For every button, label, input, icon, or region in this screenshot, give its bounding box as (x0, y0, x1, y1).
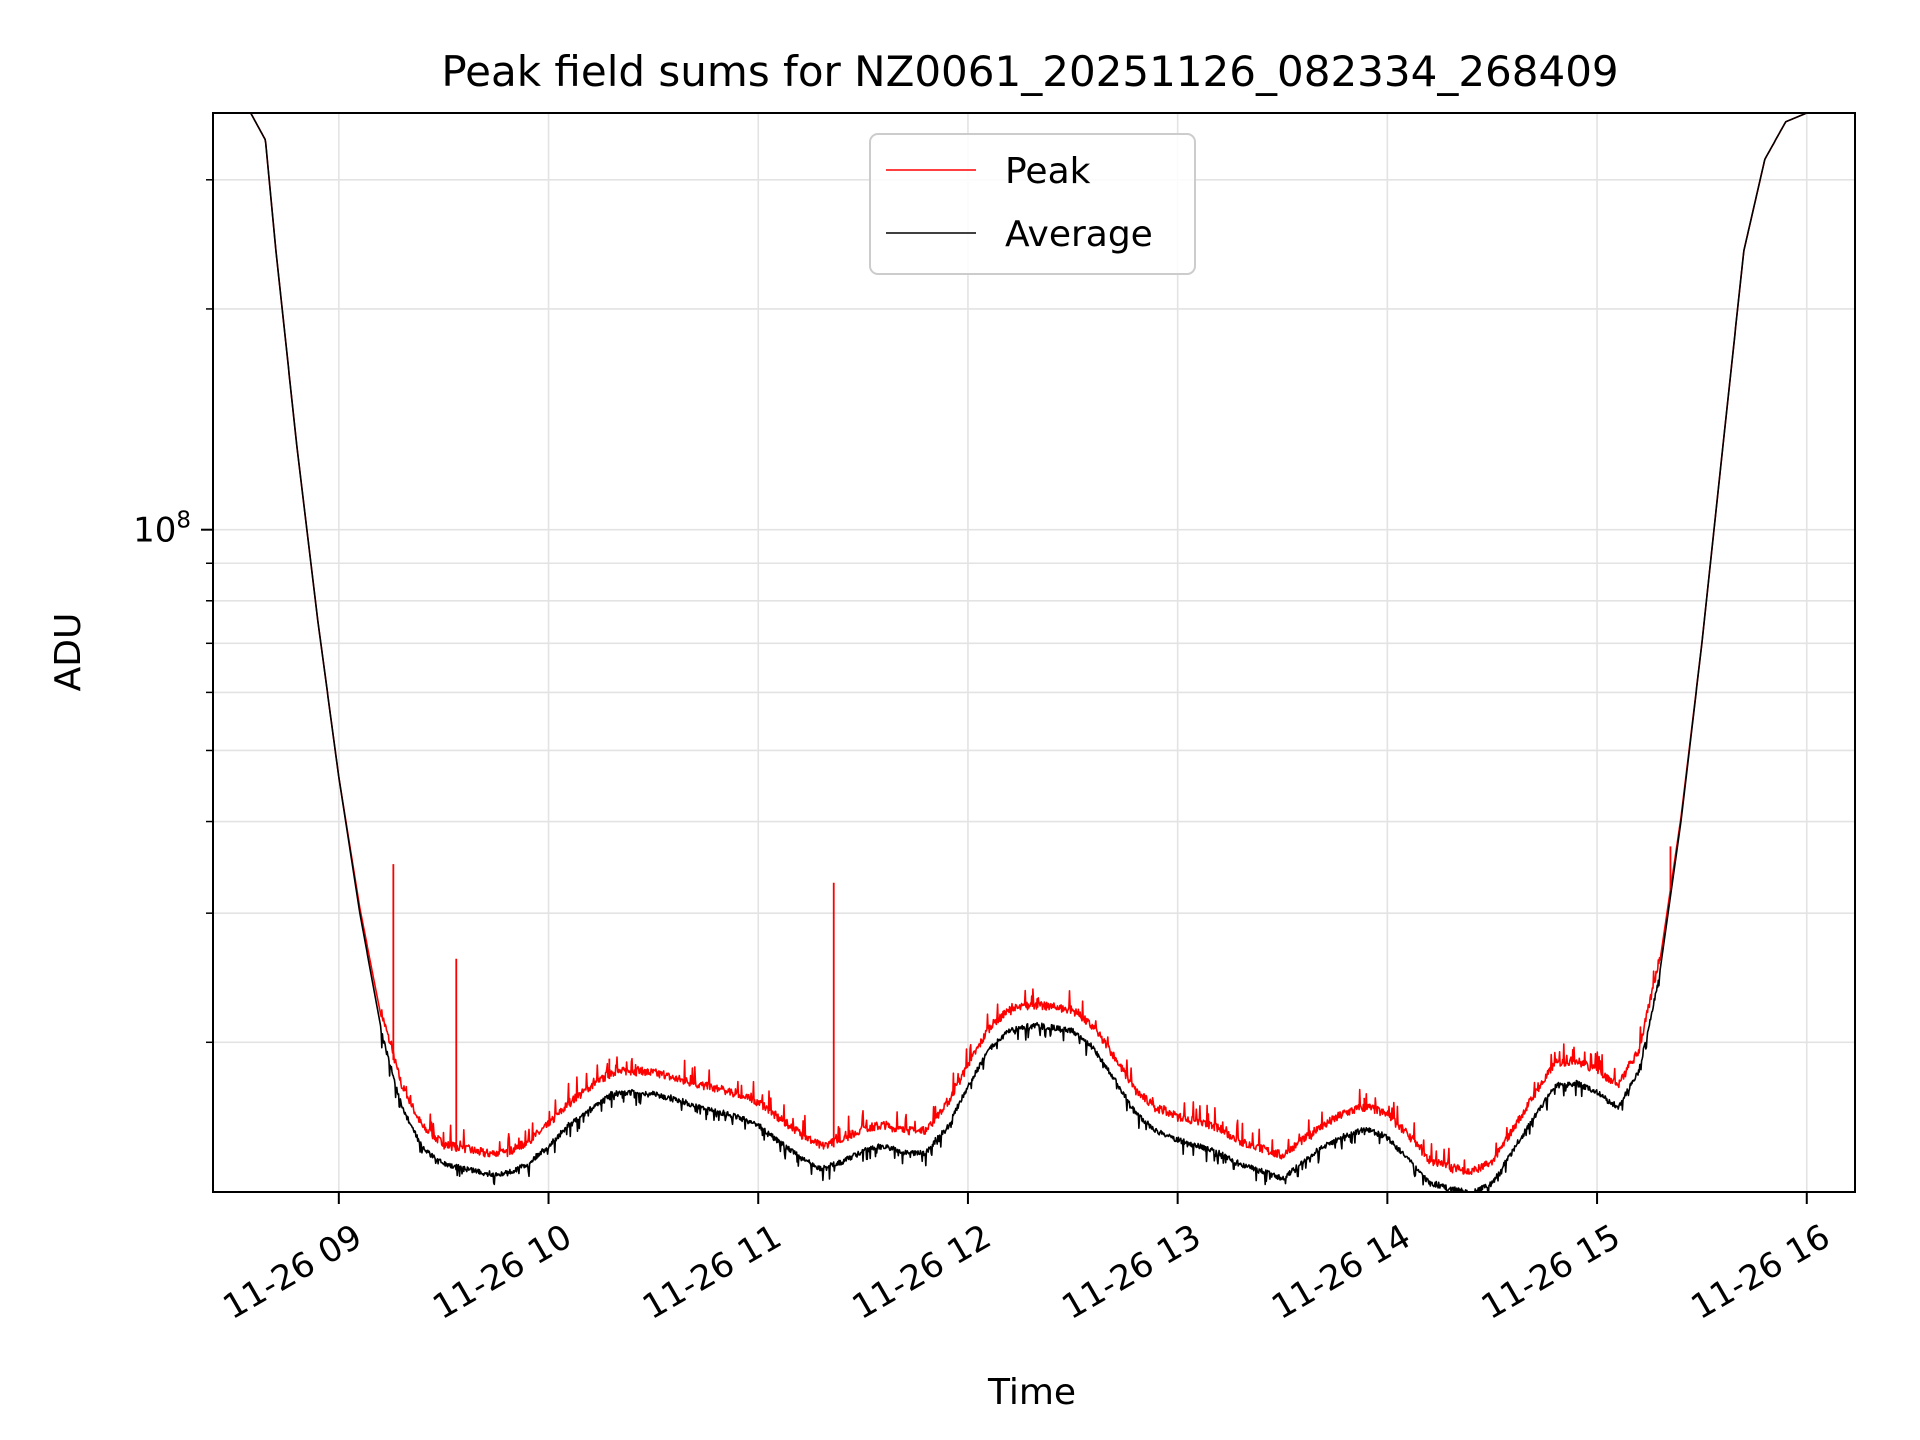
axes-frame (212, 112, 1856, 1193)
y-tick-label-exponent: 8 (176, 508, 191, 534)
series-layer (249, 113, 1808, 1192)
series-line-peak (249, 113, 1808, 1175)
legend-label-peak: Peak (1005, 151, 1091, 192)
plot-area (249, 113, 1808, 1192)
x-axis-label: Time (987, 1372, 1076, 1413)
legend-frame (869, 133, 1196, 275)
y-tick-label-base: 10 (133, 511, 176, 551)
legend: Peak Average (869, 133, 1196, 275)
y-axis-ticks (201, 179, 213, 1044)
series-line-average (249, 113, 1808, 1192)
y-tick-label-major: 108 (133, 508, 191, 551)
legend-label-average: Average (1005, 214, 1153, 255)
chart-title: Peak field sums for NZ0061_20251126_0823… (441, 47, 1618, 96)
grid (213, 113, 1855, 1192)
y-axis-label: ADU (48, 613, 89, 692)
